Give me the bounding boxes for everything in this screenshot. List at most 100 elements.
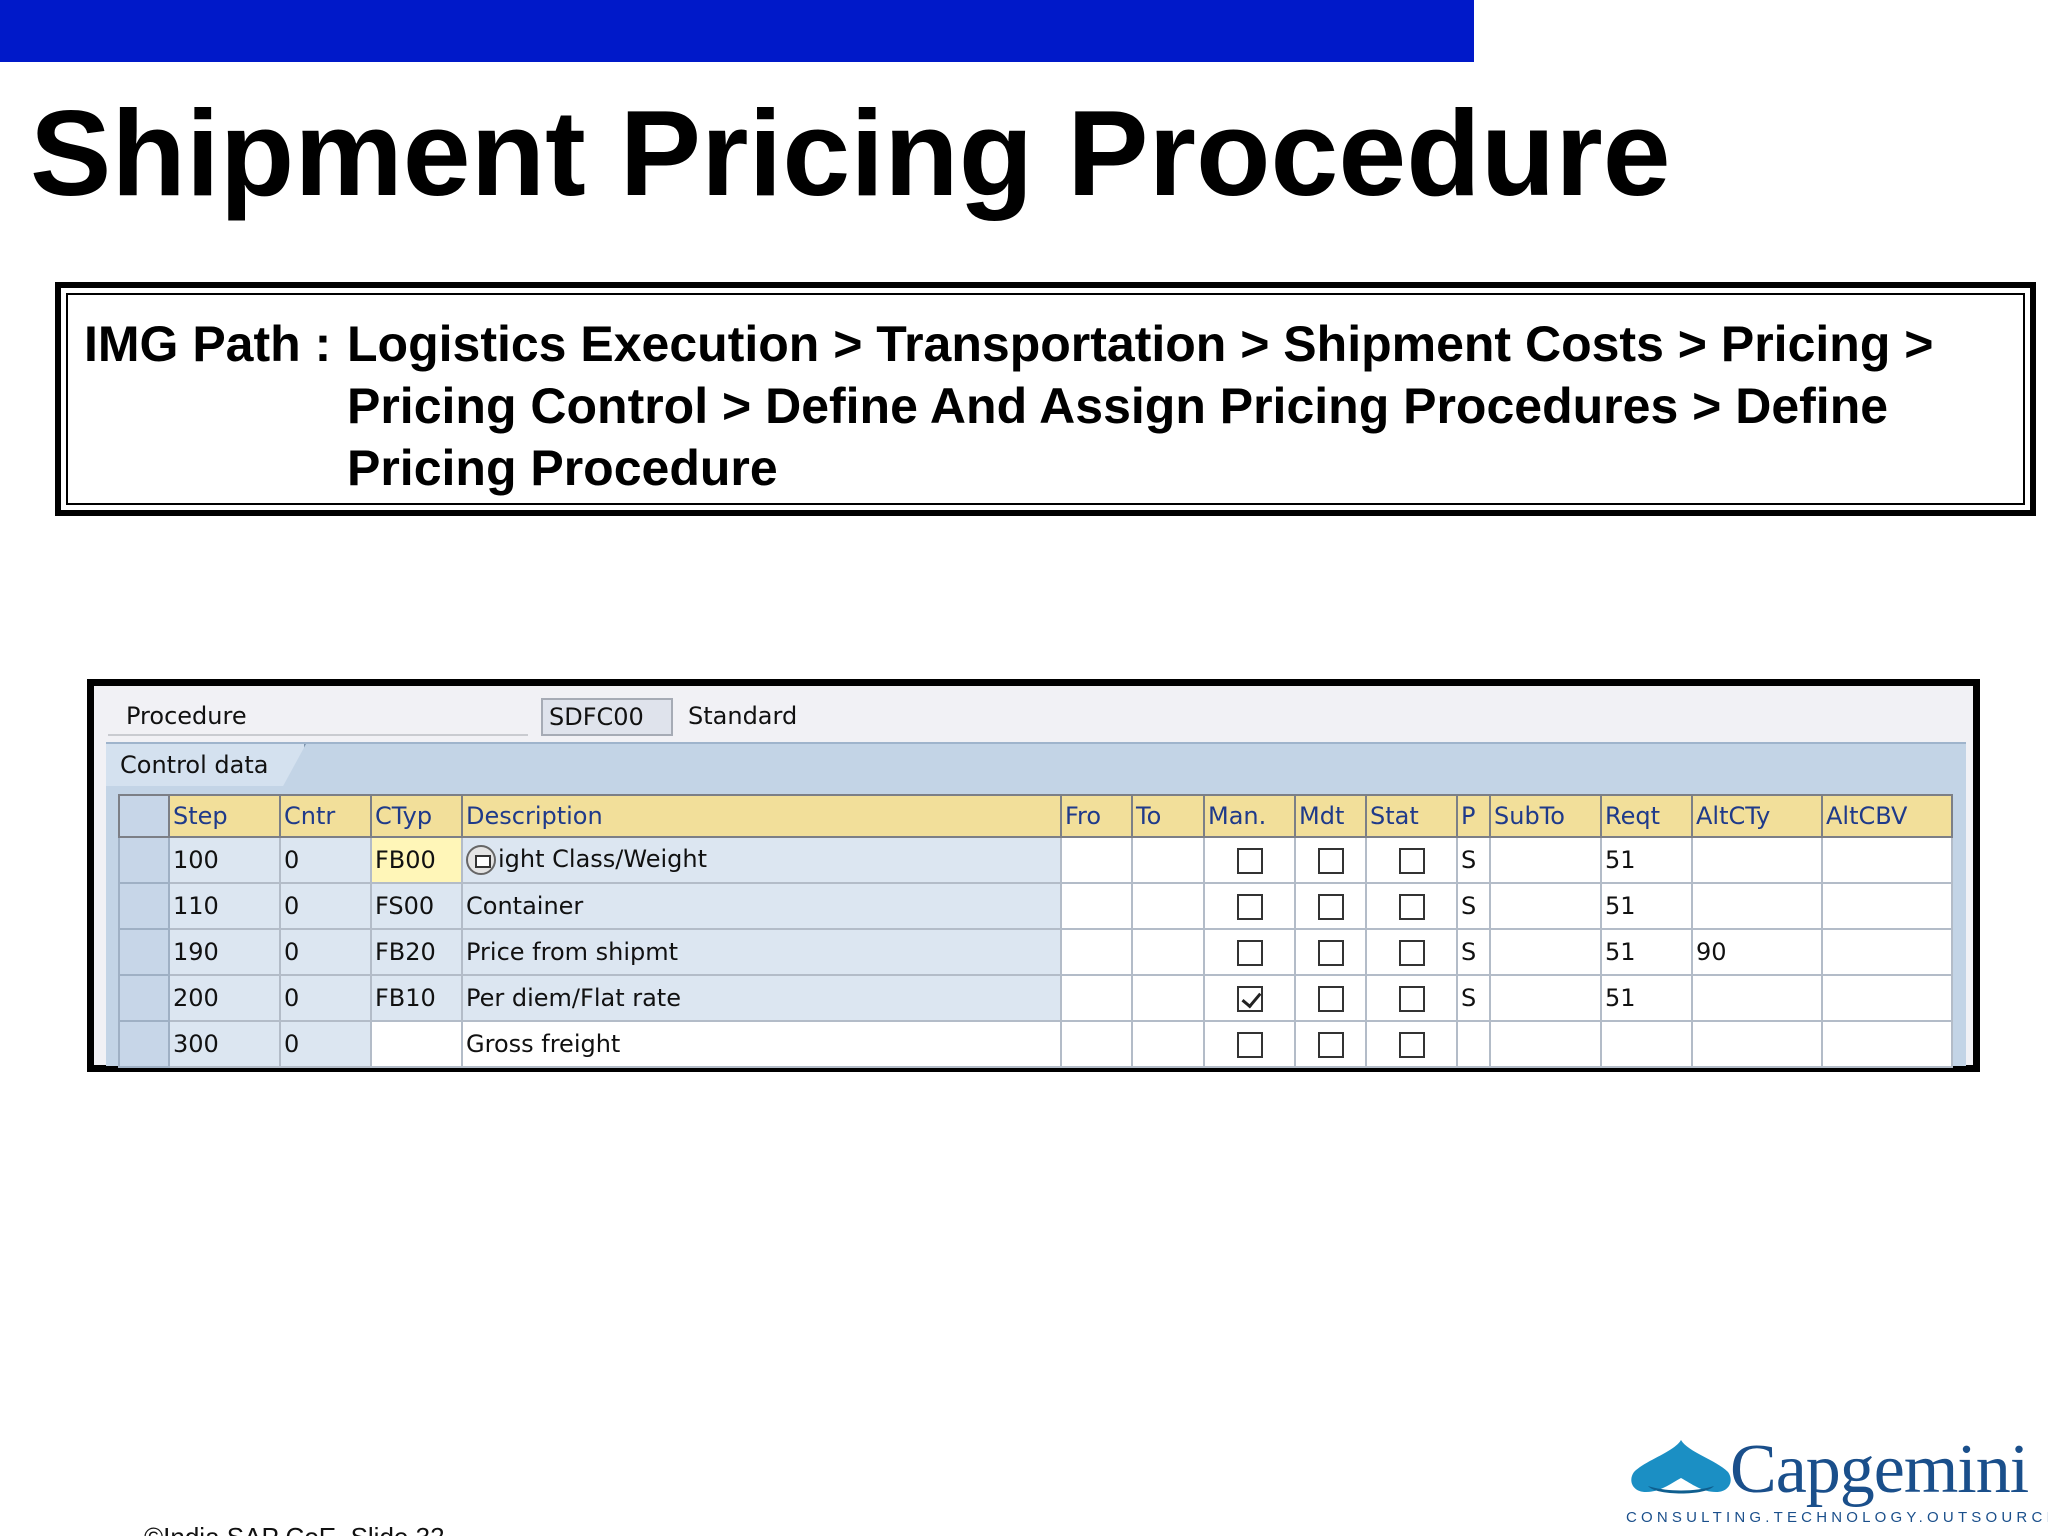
cell-fro[interactable] [1060,1020,1133,1068]
column-header-man[interactable]: Man. [1203,794,1296,838]
cell-reqt[interactable] [1600,1020,1693,1068]
cell-ctyp[interactable]: FS00 [370,882,463,930]
slide-footer: ©India SAP CoE, Slide 32 [144,1522,445,1536]
cell-altcbv[interactable] [1821,882,1953,930]
cell-cntr[interactable]: 0 [279,974,372,1022]
statistical-checkbox[interactable] [1398,940,1425,966]
cell-step[interactable]: 100 [168,836,281,884]
cell-reqt[interactable]: 51 [1600,836,1693,884]
cell-cntr[interactable]: 0 [279,836,372,884]
row-selector[interactable] [118,1020,170,1068]
row-selector[interactable] [118,882,170,930]
cell-to[interactable] [1131,928,1205,976]
img-path-line: Logistics Execution > Transportation > S… [347,316,1934,372]
cell-description[interactable]: Container [461,882,1062,930]
statistical-checkbox[interactable] [1398,894,1425,920]
cell-subto[interactable] [1489,1020,1602,1068]
column-header-step[interactable]: Step [168,794,281,838]
cell-fro[interactable] [1060,928,1133,976]
cell-p[interactable]: S [1456,882,1491,930]
mandatory-checkbox[interactable] [1317,894,1344,920]
statistical-checkbox[interactable] [1398,986,1425,1012]
cell-p[interactable]: S [1456,974,1491,1022]
column-header-mdt[interactable]: Mdt [1294,794,1367,838]
statistical-checkbox[interactable] [1398,1032,1425,1058]
procedure-field[interactable]: SDFC00 [541,698,673,736]
cell-altcbv[interactable] [1821,836,1953,884]
cell-fro[interactable] [1060,836,1133,884]
cell-description[interactable]: Per diem/Flat rate [461,974,1062,1022]
column-header-subto[interactable]: SubTo [1489,794,1602,838]
row-selector[interactable] [118,836,170,884]
cell-altcty[interactable]: 90 [1691,928,1823,976]
tab-control-data[interactable]: Control data [106,744,306,788]
control-data-grid: Step Cntr CTyp Description Fro To Man. M… [106,786,1966,1068]
cell-altcty[interactable] [1691,974,1823,1022]
cell-step[interactable]: 300 [168,1020,281,1068]
cell-to[interactable] [1131,974,1205,1022]
cell-to[interactable] [1131,882,1205,930]
cell-altcty[interactable] [1691,836,1823,884]
cell-ctyp[interactable]: FB20 [370,928,463,976]
cell-description[interactable]: Gross freight [461,1020,1062,1068]
img-path-line: Pricing Control > Define And Assign Pric… [347,378,1889,434]
manual-checkbox[interactable] [1236,894,1263,920]
cell-fro[interactable] [1060,882,1133,930]
value-help-icon[interactable] [466,845,496,875]
cell-reqt[interactable]: 51 [1600,928,1693,976]
cell-altcty[interactable] [1691,882,1823,930]
column-header-altcty[interactable]: AltCTy [1691,794,1823,838]
column-header-altcbv[interactable]: AltCBV [1821,794,1953,838]
cell-reqt[interactable]: 51 [1600,974,1693,1022]
cell-subto[interactable] [1489,882,1602,930]
column-header-description[interactable]: Description [461,794,1062,838]
cell-p[interactable]: S [1456,928,1491,976]
column-header-cntr[interactable]: Cntr [279,794,372,838]
cell-p[interactable] [1456,1020,1491,1068]
cell-ctyp[interactable]: FB10 [370,974,463,1022]
cell-ctyp[interactable] [370,1020,463,1068]
cell-cntr[interactable]: 0 [279,882,372,930]
manual-checkbox[interactable] [1236,940,1263,966]
statistical-checkbox[interactable] [1398,848,1425,874]
table-row: 300 0 Gross freight [118,1020,1953,1068]
cell-description[interactable]: ight Class/Weight [461,836,1062,884]
cell-cntr[interactable]: 0 [279,928,372,976]
sap-screen: Procedure SDFC00 Standard Control data [87,679,1980,1072]
cell-altcbv[interactable] [1821,974,1953,1022]
cell-altcbv[interactable] [1821,1020,1953,1068]
row-selector[interactable] [118,928,170,976]
cell-step[interactable]: 200 [168,974,281,1022]
cell-ctyp[interactable]: FB00 [370,836,463,884]
cell-p[interactable]: S [1456,836,1491,884]
mandatory-checkbox[interactable] [1317,986,1344,1012]
cell-altcty[interactable] [1691,1020,1823,1068]
column-header-reqt[interactable]: Reqt [1600,794,1693,838]
manual-checkbox[interactable] [1236,848,1263,874]
cell-subto[interactable] [1489,974,1602,1022]
column-header-p[interactable]: P [1456,794,1491,838]
mandatory-checkbox[interactable] [1317,1032,1344,1058]
cell-cntr[interactable]: 0 [279,1020,372,1068]
row-selector[interactable] [118,974,170,1022]
column-header-fro[interactable]: Fro [1060,794,1133,838]
cell-fro[interactable] [1060,974,1133,1022]
cell-to[interactable] [1131,836,1205,884]
cell-description[interactable]: Price from shipmt [461,928,1062,976]
cell-reqt[interactable]: 51 [1600,882,1693,930]
cell-step[interactable]: 110 [168,882,281,930]
column-header-to[interactable]: To [1131,794,1205,838]
mandatory-checkbox[interactable] [1317,940,1344,966]
cell-to[interactable] [1131,1020,1205,1068]
manual-checkbox[interactable] [1236,986,1263,1012]
manual-checkbox[interactable] [1236,1032,1263,1058]
select-all-header[interactable] [118,794,170,838]
cell-subto[interactable] [1489,928,1602,976]
mandatory-checkbox[interactable] [1317,848,1344,874]
column-header-stat[interactable]: Stat [1365,794,1458,838]
column-header-ctyp[interactable]: CTyp [370,794,463,838]
cell-altcbv[interactable] [1821,928,1953,976]
cell-subto[interactable] [1489,836,1602,884]
cell-step[interactable]: 190 [168,928,281,976]
cell-stat [1365,928,1458,976]
